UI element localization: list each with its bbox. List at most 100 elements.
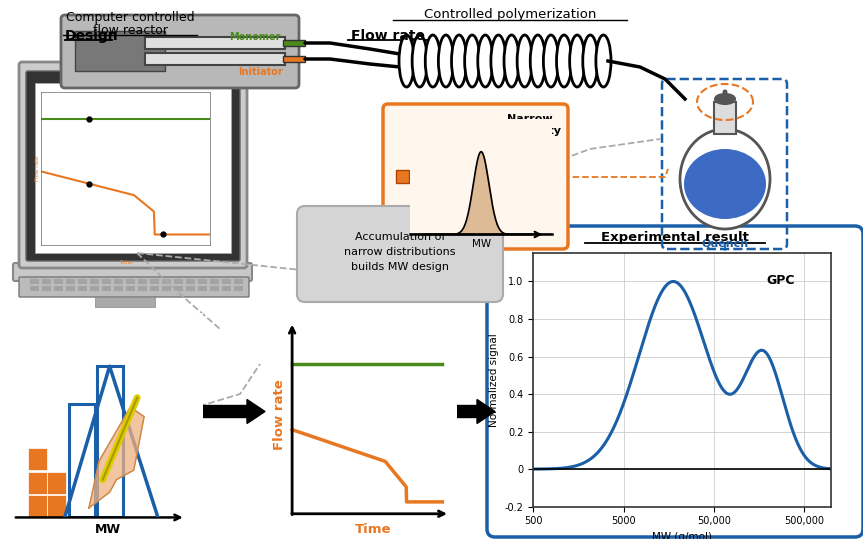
Ellipse shape bbox=[478, 35, 493, 87]
Bar bbox=[198, 286, 207, 291]
Bar bbox=[150, 279, 159, 284]
Ellipse shape bbox=[684, 149, 766, 219]
Bar bbox=[162, 279, 171, 284]
Bar bbox=[162, 286, 171, 291]
Bar bbox=[150, 286, 159, 291]
Bar bbox=[28, 495, 47, 517]
Polygon shape bbox=[89, 407, 144, 508]
Ellipse shape bbox=[530, 35, 545, 87]
Text: Narrow: Narrow bbox=[507, 114, 553, 124]
Bar bbox=[97, 366, 123, 517]
Bar bbox=[54, 286, 63, 291]
Ellipse shape bbox=[517, 35, 532, 87]
Bar bbox=[54, 279, 63, 284]
Ellipse shape bbox=[464, 35, 480, 87]
Bar bbox=[396, 170, 409, 183]
Ellipse shape bbox=[413, 35, 427, 87]
Ellipse shape bbox=[595, 35, 611, 87]
Ellipse shape bbox=[680, 129, 770, 229]
Bar bbox=[210, 279, 219, 284]
Bar bbox=[198, 279, 207, 284]
Bar bbox=[102, 279, 111, 284]
Text: flow reactor: flow reactor bbox=[92, 24, 167, 37]
Text: Controlled polymerization: Controlled polymerization bbox=[424, 8, 596, 21]
Bar bbox=[174, 279, 183, 284]
X-axis label: MW (g/mol): MW (g/mol) bbox=[652, 532, 712, 539]
Bar bbox=[35, 83, 231, 253]
Bar bbox=[283, 56, 305, 62]
Bar bbox=[78, 279, 87, 284]
Ellipse shape bbox=[451, 35, 467, 87]
Bar bbox=[145, 53, 285, 65]
Text: Initiator: Initiator bbox=[237, 67, 282, 77]
Text: Accumulation of
narrow distributions
builds MW design: Accumulation of narrow distributions bui… bbox=[344, 232, 456, 272]
Ellipse shape bbox=[557, 35, 571, 87]
Polygon shape bbox=[430, 399, 495, 424]
Ellipse shape bbox=[570, 35, 585, 87]
Y-axis label: Normalized signal: Normalized signal bbox=[489, 333, 499, 427]
Bar bbox=[30, 279, 39, 284]
Bar bbox=[126, 279, 135, 284]
Text: Quench: Quench bbox=[702, 239, 748, 249]
Bar bbox=[174, 286, 183, 291]
Text: =: = bbox=[416, 169, 429, 183]
Bar bbox=[90, 286, 99, 291]
Bar bbox=[66, 286, 75, 291]
Bar bbox=[283, 40, 305, 46]
Bar bbox=[138, 279, 147, 284]
FancyBboxPatch shape bbox=[26, 71, 240, 261]
Text: Computer controlled: Computer controlled bbox=[66, 11, 194, 24]
Ellipse shape bbox=[491, 35, 506, 87]
Bar bbox=[138, 286, 147, 291]
Text: Flow rate: Flow rate bbox=[351, 29, 425, 43]
FancyBboxPatch shape bbox=[13, 263, 252, 281]
Bar bbox=[222, 279, 231, 284]
Bar bbox=[234, 286, 243, 291]
Bar bbox=[114, 286, 123, 291]
Bar bbox=[126, 286, 135, 291]
Text: GPC: GPC bbox=[767, 274, 796, 287]
Bar bbox=[114, 279, 123, 284]
FancyBboxPatch shape bbox=[19, 277, 249, 297]
Bar bbox=[145, 37, 285, 49]
Ellipse shape bbox=[715, 94, 735, 104]
Text: Time: Time bbox=[119, 260, 132, 265]
Bar bbox=[222, 286, 231, 291]
X-axis label: MW: MW bbox=[95, 523, 121, 536]
Bar bbox=[66, 279, 75, 284]
Bar bbox=[30, 286, 39, 291]
Bar bbox=[186, 279, 195, 284]
Bar bbox=[42, 279, 51, 284]
Ellipse shape bbox=[544, 35, 558, 87]
Ellipse shape bbox=[504, 35, 520, 87]
Bar bbox=[28, 448, 47, 470]
Ellipse shape bbox=[425, 35, 440, 87]
Bar bbox=[234, 279, 243, 284]
FancyBboxPatch shape bbox=[61, 15, 299, 88]
Bar bbox=[47, 495, 66, 517]
Ellipse shape bbox=[399, 35, 414, 87]
Y-axis label: Flow rate: Flow rate bbox=[274, 379, 287, 451]
Text: Design: Design bbox=[65, 29, 118, 43]
Polygon shape bbox=[200, 399, 265, 424]
Text: Experimental result: Experimental result bbox=[601, 231, 749, 244]
Bar bbox=[69, 404, 95, 517]
Bar bbox=[102, 286, 111, 291]
Bar bbox=[714, 102, 736, 134]
Y-axis label: Flow rate: Flow rate bbox=[35, 156, 40, 181]
FancyBboxPatch shape bbox=[297, 206, 503, 302]
Ellipse shape bbox=[438, 35, 453, 87]
Bar bbox=[186, 286, 195, 291]
Bar bbox=[78, 286, 87, 291]
Bar bbox=[90, 279, 99, 284]
Ellipse shape bbox=[583, 35, 598, 87]
Bar bbox=[28, 472, 47, 494]
Bar bbox=[95, 297, 155, 307]
Bar bbox=[42, 286, 51, 291]
FancyBboxPatch shape bbox=[383, 104, 568, 249]
FancyBboxPatch shape bbox=[19, 62, 247, 268]
Bar bbox=[75, 31, 165, 71]
Bar bbox=[210, 286, 219, 291]
X-axis label: Time: Time bbox=[355, 523, 392, 536]
Text: dispersity: dispersity bbox=[499, 126, 561, 136]
